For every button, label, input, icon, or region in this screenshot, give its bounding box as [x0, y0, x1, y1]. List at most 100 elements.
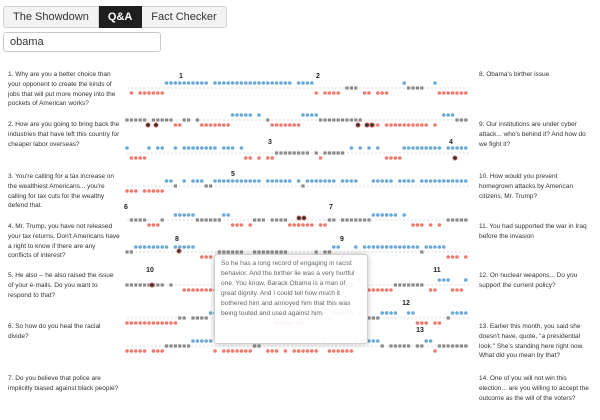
speech-dot-lower[interactable] — [235, 349, 239, 353]
speech-dot-lower[interactable] — [138, 321, 142, 325]
speech-dot-upper[interactable] — [415, 146, 420, 150]
speech-dot-lower[interactable] — [204, 288, 208, 292]
speech-dot-upper[interactable] — [226, 146, 230, 150]
moderator-square[interactable] — [235, 250, 239, 254]
speech-dot-lower[interactable] — [142, 91, 147, 95]
speech-dot-lower[interactable] — [455, 255, 459, 259]
speech-dot-upper[interactable] — [340, 179, 345, 183]
speech-dot-lower[interactable] — [393, 123, 398, 127]
speech-dot-lower[interactable] — [459, 288, 464, 292]
speech-dot-upper[interactable] — [402, 213, 407, 217]
speech-dot-upper[interactable] — [464, 311, 468, 315]
highlighted-dot[interactable] — [369, 122, 375, 128]
speech-dot-lower[interactable] — [142, 189, 147, 193]
speech-dot-lower[interactable] — [450, 255, 455, 259]
speech-dot-lower[interactable] — [200, 288, 204, 292]
moderator-square[interactable] — [204, 184, 208, 188]
speech-dot-lower[interactable] — [362, 91, 367, 95]
moderator-square[interactable] — [138, 218, 142, 222]
highlighted-dot[interactable] — [301, 215, 307, 221]
moderator-square[interactable] — [129, 283, 133, 287]
moderator-square[interactable] — [279, 250, 283, 254]
highlighted-dot[interactable] — [153, 122, 159, 128]
moderator-square[interactable] — [231, 250, 235, 254]
speech-dot-upper[interactable] — [464, 146, 468, 150]
speech-dot-lower[interactable] — [147, 189, 151, 193]
speech-dot-upper[interactable] — [222, 213, 226, 217]
speech-dot-lower[interactable] — [455, 288, 459, 292]
moderator-square[interactable] — [332, 218, 336, 222]
speech-dot-lower[interactable] — [367, 91, 371, 95]
moderator-square[interactable] — [125, 283, 129, 287]
moderator-square[interactable] — [283, 218, 287, 222]
speech-dot-lower[interactable] — [384, 156, 389, 160]
speech-dot-lower[interactable] — [384, 123, 389, 127]
speech-dot-upper[interactable] — [204, 339, 208, 343]
speech-dot-upper[interactable] — [305, 113, 310, 117]
speech-dot-upper[interactable] — [376, 245, 380, 249]
speech-dot-upper[interactable] — [420, 179, 424, 183]
speech-dot-upper[interactable] — [437, 146, 442, 150]
speech-dot-lower[interactable] — [274, 123, 279, 127]
speech-dot-upper[interactable] — [446, 113, 451, 117]
moderator-square[interactable] — [275, 218, 279, 222]
highlighted-dot[interactable] — [296, 215, 302, 221]
speech-dot-lower[interactable] — [129, 156, 134, 160]
speech-dot-upper[interactable] — [239, 146, 244, 150]
speech-dot-lower[interactable] — [428, 288, 433, 292]
speech-dot-upper[interactable] — [402, 81, 407, 85]
moderator-square[interactable] — [134, 118, 138, 122]
speech-dot-upper[interactable] — [406, 245, 411, 249]
speech-dot-upper[interactable] — [182, 245, 186, 249]
speech-dot-upper[interactable] — [244, 113, 248, 117]
speech-dot-lower[interactable] — [288, 223, 292, 227]
speech-dot-upper[interactable] — [186, 213, 191, 217]
speech-dot-upper[interactable] — [186, 245, 191, 249]
highlighted-dot[interactable] — [364, 122, 370, 128]
speech-dot-upper[interactable] — [182, 81, 186, 85]
speech-dot-lower[interactable] — [244, 156, 248, 160]
speech-dot-upper[interactable] — [274, 179, 279, 183]
question-4[interactable]: 4. Mr. Trump, you have not released your… — [8, 223, 120, 260]
moderator-square[interactable] — [437, 344, 441, 348]
speech-dot-upper[interactable] — [446, 146, 451, 150]
speech-dot-lower[interactable] — [389, 156, 393, 160]
speech-dot-lower[interactable] — [371, 288, 376, 292]
speech-dot-lower[interactable] — [433, 349, 437, 353]
moderator-square[interactable] — [327, 250, 331, 254]
moderator-square[interactable] — [257, 344, 261, 348]
speech-dot-upper[interactable] — [173, 146, 178, 150]
speech-dot-upper[interactable] — [173, 81, 178, 85]
speech-dot-lower[interactable] — [125, 189, 129, 193]
speech-dot-lower[interactable] — [384, 91, 389, 95]
speech-dot-lower[interactable] — [310, 223, 314, 227]
speech-dot-lower[interactable] — [398, 156, 402, 160]
speech-dot-upper[interactable] — [371, 245, 376, 249]
speech-dot-lower[interactable] — [129, 349, 134, 353]
speech-dot-upper[interactable] — [354, 179, 358, 183]
speech-dot-lower[interactable] — [213, 123, 217, 127]
moderator-square[interactable] — [451, 218, 455, 222]
moderator-square[interactable] — [402, 283, 406, 287]
speech-dot-upper[interactable] — [424, 245, 429, 249]
moderator-square[interactable] — [125, 250, 129, 254]
speech-dot-upper[interactable] — [380, 213, 385, 217]
speech-dot-upper[interactable] — [279, 81, 283, 85]
speech-dot-upper[interactable] — [200, 179, 204, 183]
moderator-square[interactable] — [195, 316, 199, 320]
speech-dot-upper[interactable] — [402, 146, 407, 150]
moderator-square[interactable] — [147, 283, 151, 287]
moderator-square[interactable] — [327, 218, 331, 222]
speech-dot-upper[interactable] — [248, 113, 252, 117]
speech-dot-upper[interactable] — [389, 179, 393, 183]
speech-dot-upper[interactable] — [252, 179, 257, 183]
speech-dot-lower[interactable] — [147, 321, 151, 325]
moderator-square[interactable] — [354, 218, 358, 222]
speech-dot-lower[interactable] — [248, 223, 252, 227]
speech-dot-lower[interactable] — [433, 288, 437, 292]
question-10[interactable]: 10. How would you prevent homegrown atta… — [479, 173, 573, 200]
speech-dot-lower[interactable] — [459, 91, 464, 95]
speech-dot-lower[interactable] — [389, 288, 393, 292]
highlighted-dot[interactable] — [452, 155, 458, 161]
speech-dot-lower[interactable] — [217, 123, 222, 127]
